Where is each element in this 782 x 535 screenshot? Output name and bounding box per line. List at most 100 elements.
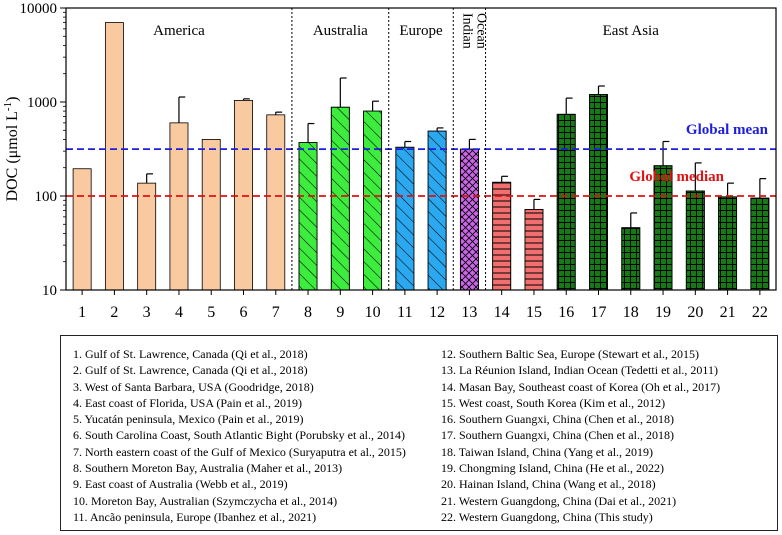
bar-hatch — [427, 130, 447, 291]
x-tick-label: 18 — [623, 304, 639, 321]
x-tick-label: 3 — [143, 304, 151, 321]
bar-21 — [718, 182, 738, 291]
x-tick-label: 7 — [272, 304, 280, 321]
legend-entry-8: 8. Southern Moreton Bay, Australia (Mahe… — [73, 461, 343, 476]
x-tick-label: 17 — [591, 304, 607, 321]
x-tick-label: 8 — [304, 304, 312, 321]
y-tick-label: 10 — [42, 283, 57, 299]
x-tick-label: 1 — [78, 304, 86, 321]
bar-hatch — [492, 181, 512, 291]
bar-hatch — [524, 209, 544, 291]
x-tick-label: 20 — [687, 304, 703, 321]
bar-10 — [363, 100, 383, 291]
bar-7 — [266, 111, 286, 291]
legend-entry-9: 9. East coast of Australia (Webb et al.,… — [73, 477, 288, 492]
reference-label-0: Global mean — [686, 122, 769, 138]
x-tick-label: 10 — [365, 304, 381, 321]
legend-entry-3: 3. West of Santa Barbara, USA (Goodridge… — [73, 379, 314, 394]
bar-hatch — [298, 142, 318, 291]
y-tick-label: 10000 — [20, 1, 58, 17]
bar-fill — [201, 139, 221, 291]
legend-entry-13: 13. La Réunion Island, Indian Ocean (Ted… — [441, 363, 718, 378]
x-tick-label: 12 — [429, 304, 445, 321]
region-label-1: Australia — [313, 23, 368, 39]
x-tick-label: 14 — [494, 304, 510, 321]
axes-layer — [60, 7, 777, 295]
bar-hatch — [718, 196, 738, 291]
bar-13 — [459, 138, 479, 291]
legend-column-left: 1. Gulf of St. Lawrence, Canada (Qi et a… — [73, 346, 406, 525]
x-tick-label: 11 — [397, 304, 412, 321]
x-tick-label: 2 — [110, 304, 118, 321]
legend-entry-12: 12. Southern Baltic Sea, Europe (Stewart… — [441, 347, 699, 361]
y-tick-label: 1000 — [27, 95, 57, 111]
bar-15 — [524, 198, 544, 291]
bar-9 — [330, 77, 350, 291]
bar-fill — [72, 168, 92, 291]
bar-hatch — [750, 197, 770, 291]
bar-hatch — [685, 190, 705, 291]
legend-entry-2: 2. Gulf of St. Lawrence, Canada (Qi et a… — [73, 363, 308, 378]
x-tick-label: 21 — [720, 304, 736, 321]
region-label-4: East Asia — [603, 23, 660, 39]
x-tick-label: 5 — [207, 304, 215, 321]
bar-20 — [685, 162, 705, 291]
bar-5 — [201, 139, 221, 291]
bar-3 — [137, 173, 157, 291]
x-tick-label: 4 — [175, 304, 183, 321]
legend-entry-21: 21. Western Guangdong, China (Dai et al.… — [441, 493, 677, 508]
legend-entry-18: 18. Taiwan Island, China (Yang et al., 2… — [441, 444, 654, 459]
y-axis-label: DOC (μmol L-1) — [2, 97, 21, 202]
legend-entry-16: 16. Southern Guangxi, China (Chen et al.… — [441, 412, 674, 427]
bar-hatch — [621, 227, 641, 291]
x-tick-label: 6 — [240, 304, 248, 321]
bar-hatch — [395, 146, 415, 291]
y-tick-label: 100 — [35, 189, 58, 205]
plot-frame — [65, 7, 777, 291]
bar-2 — [104, 22, 124, 291]
bar-17 — [589, 85, 608, 291]
bar-19 — [653, 140, 673, 291]
x-tick-label: 15 — [526, 304, 542, 321]
bar-fill — [137, 182, 157, 291]
labels-layer: America Australia Europe IndianOcean East As… — [2, 1, 768, 321]
region-label-0: America — [153, 23, 205, 39]
x-tick-label: 19 — [655, 304, 671, 321]
bar-18 — [621, 212, 641, 291]
x-tick-label: 16 — [558, 304, 574, 321]
legend-entry-14: 14. Masan Bay, Southeast coast of Korea … — [441, 379, 721, 394]
x-tick-label: 9 — [336, 304, 344, 321]
legend-entry-1: 1. Gulf of St. Lawrence, Canada (Qi et a… — [73, 347, 308, 361]
bar-fill — [169, 122, 189, 291]
region-label-2: Europe — [399, 23, 443, 39]
bar-hatch — [330, 106, 350, 291]
region-label-3: IndianOcean — [459, 13, 488, 49]
legend-entry-10: 10. Moreton Bay, Australian (Szymczycha … — [73, 493, 338, 508]
legend-entry-22: 22. Western Guangdong, China (This study… — [441, 509, 653, 524]
legend-entry-19: 19. Chongming Island, China (He et al., … — [441, 461, 664, 476]
x-tick-label: 13 — [461, 304, 477, 321]
bar-hatch — [589, 94, 608, 291]
bar-fill — [266, 114, 286, 291]
bar-12 — [427, 127, 447, 291]
bar-22 — [750, 178, 770, 291]
legend-entry-20: 20. Hainan Island, China (Wang et al., 2… — [441, 477, 656, 492]
bars-layer — [72, 22, 770, 291]
bar-11 — [395, 140, 415, 291]
x-tick-label: 22 — [752, 304, 768, 321]
legend-entry-6: 6. South Carolina Coast, South Atlantic … — [73, 428, 405, 443]
bar-hatch — [363, 110, 383, 291]
bar-fill — [104, 22, 124, 291]
legend-entry-4: 4. East coast of Florida, USA (Pain et a… — [73, 395, 302, 410]
bar-14 — [492, 175, 512, 291]
bar-4 — [169, 96, 189, 291]
reference-lines-layer: Global mean Global median — [66, 122, 776, 197]
legend-entry-7: 7. North eastern coast of the Gulf of Me… — [73, 444, 406, 459]
bar-hatch — [459, 148, 479, 291]
bar-hatch — [556, 113, 576, 291]
legend-column-right: 12. Southern Baltic Sea, Europe (Stewart… — [441, 346, 720, 525]
bar-16 — [556, 97, 576, 291]
reference-label-1: Global median — [629, 169, 724, 185]
legend-entry-5: 5. Yucatán peninsula, Mexico (Pain et al… — [73, 412, 304, 427]
legend-entry-11: 11. Ancão peninsula, Europe (Ibanhez et … — [73, 509, 317, 524]
